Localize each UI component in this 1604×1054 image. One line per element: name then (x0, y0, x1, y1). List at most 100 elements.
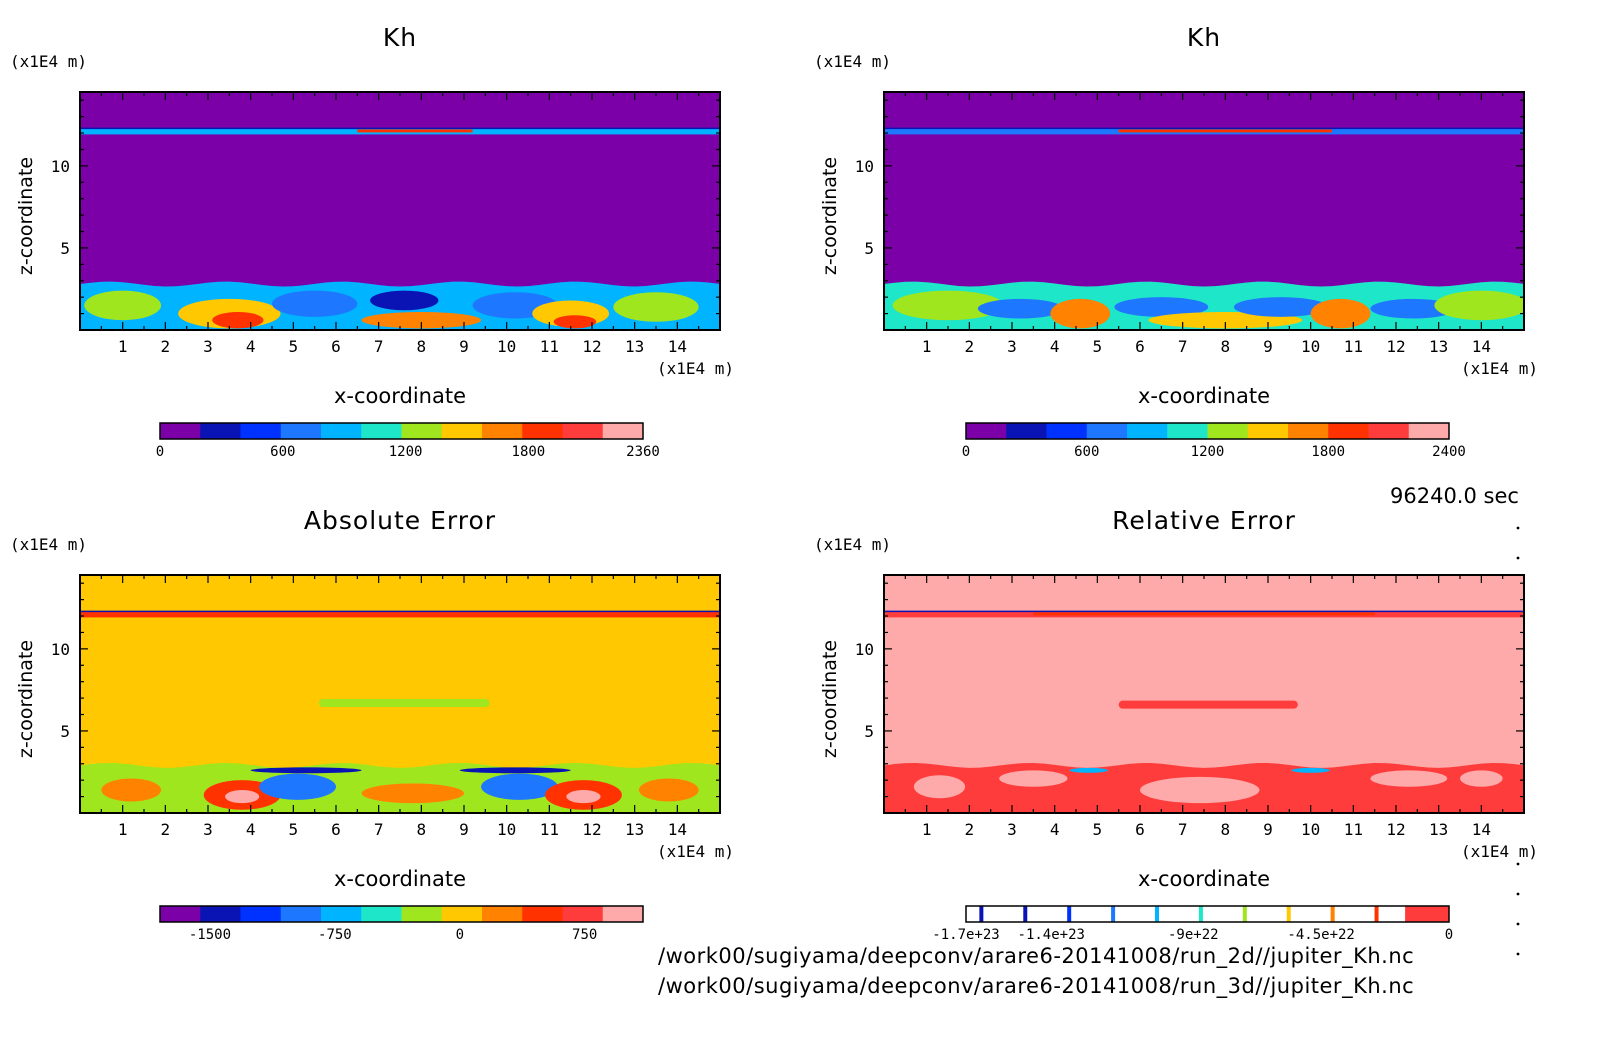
x-tick-label: 3 (1007, 820, 1017, 839)
y-tick-label: 10 (51, 157, 70, 176)
x-axis-label: x-coordinate (1138, 867, 1270, 891)
x-tick-label: 6 (1135, 337, 1145, 356)
x-tick-label: 8 (1221, 337, 1231, 356)
colorbar-tick-label: -1.7e+23 (932, 927, 999, 943)
colorbar-swatch (1006, 423, 1047, 439)
colorbar-swatch (160, 906, 201, 922)
field-feature (1069, 767, 1109, 773)
time-label: 96240.0 sec (1390, 484, 1519, 508)
x-tick-label: 1 (922, 337, 932, 356)
y-axis-label: z-coordinate (819, 640, 841, 758)
field-feature (1460, 770, 1503, 787)
field-feature (250, 767, 362, 774)
x-tick-label: 8 (417, 820, 427, 839)
y-unit-label: (x1E4 m) (10, 52, 87, 71)
field-feature (101, 778, 162, 802)
colorbar-swatch (441, 906, 483, 922)
colorbar-swatch (1097, 906, 1143, 922)
colorbar-tick-label: -9e+22 (1168, 927, 1219, 943)
y-tick-label: 10 (51, 640, 70, 659)
y-tick-label: 5 (60, 239, 70, 258)
x-tick-label: 12 (582, 820, 601, 839)
colorbar-tick-label: 0 (156, 444, 164, 460)
x-unit-label: (x1E4 m) (1461, 359, 1538, 378)
x-tick-label: 2 (161, 820, 171, 839)
colorbar-tick-label: 0 (456, 927, 464, 943)
x-axis-label: x-coordinate (334, 867, 466, 891)
colorbar: -1.7e+23 -1.4e+23 -9e+22 -4.5e+22 0 (932, 905, 1453, 943)
colorbar-frame (159, 422, 644, 440)
mid-band (1118, 700, 1298, 709)
y-tick-label: 5 (60, 722, 70, 741)
colorbar-tick-label: 0 (962, 444, 970, 460)
top-band-peak (229, 612, 529, 616)
x-tick-label: 4 (246, 820, 256, 839)
colorbar-swatch (522, 423, 563, 439)
field-feature (225, 790, 260, 804)
x-tick-label: 8 (1221, 820, 1231, 839)
field-feature (977, 298, 1064, 319)
colorbar-swatch (240, 906, 282, 922)
footer-path-2d: /work00/sugiyama/deepconv/arare6-2014100… (658, 944, 1415, 968)
x-tick-label: 10 (1301, 337, 1320, 356)
colorbar-tick-label: 1800 (1311, 444, 1345, 460)
colorbar-swatch (966, 423, 1007, 439)
y-tick-label: 5 (864, 239, 874, 258)
top-band-peak (1118, 129, 1332, 133)
margin-dot (1516, 892, 1520, 896)
colorbar-tick-label: 750 (572, 927, 597, 943)
x-tick-label: 11 (540, 820, 559, 839)
field-feature (272, 290, 358, 317)
margin-dot (1516, 952, 1520, 956)
heatmap-field (80, 92, 720, 330)
x-unit-label: (x1E4 m) (657, 359, 734, 378)
colorbar: 0 600 1200 1800 2400 (962, 422, 1466, 460)
colorbar-swatch (1053, 906, 1099, 922)
x-tick-label: 10 (497, 337, 516, 356)
x-tick-label: 7 (1178, 820, 1188, 839)
colorbar-swatch (1317, 906, 1362, 922)
colorbar-swatch (1247, 423, 1289, 439)
field-feature (1434, 290, 1524, 321)
colorbar-swatch (200, 906, 241, 922)
colorbar-swatch (1229, 906, 1274, 922)
colorbar-tick-label: 1200 (389, 444, 423, 460)
x-tick-label: 10 (1301, 820, 1320, 839)
field-feature (566, 790, 601, 804)
x-tick-label: 9 (1263, 337, 1273, 356)
chart-title: Relative Error (1112, 506, 1296, 535)
x-tick-label: 6 (331, 820, 341, 839)
y-axis-label: z-coordinate (15, 157, 37, 275)
x-tick-label: 9 (1263, 820, 1273, 839)
colorbar-swatch (1288, 423, 1329, 439)
colorbar-swatch (401, 906, 443, 922)
colorbar-swatch (522, 906, 563, 922)
field-feature (370, 290, 439, 311)
chart-title: Absolute Error (304, 506, 496, 535)
colorbar-swatch (1405, 906, 1450, 922)
y-unit-label: (x1E4 m) (814, 535, 891, 554)
colorbar: 0 600 1200 1800 2360 (156, 422, 660, 460)
colorbar-swatch (1009, 906, 1055, 922)
margin-dot (1516, 556, 1520, 560)
field-feature (613, 292, 699, 322)
field-feature (459, 767, 571, 774)
colorbar-swatch (1328, 423, 1369, 439)
chart-title: Kh (1187, 23, 1221, 52)
colorbar-swatch (602, 423, 644, 439)
colorbar-swatch (1368, 423, 1410, 439)
colorbar-frame (965, 905, 1450, 923)
x-tick-label: 14 (668, 820, 687, 839)
colorbar-swatch (1207, 423, 1249, 439)
colorbar-swatch (1273, 906, 1318, 922)
x-tick-label: 4 (246, 337, 256, 356)
x-tick-label: 4 (1050, 337, 1060, 356)
colorbar-tick-label: -750 (318, 927, 352, 943)
colorbar-swatch (321, 423, 362, 439)
field-feature (1050, 298, 1111, 329)
colorbar-swatch (441, 423, 483, 439)
colorbar-swatch (361, 423, 402, 439)
colorbar-swatch (401, 423, 443, 439)
margin-dot (1516, 526, 1520, 530)
